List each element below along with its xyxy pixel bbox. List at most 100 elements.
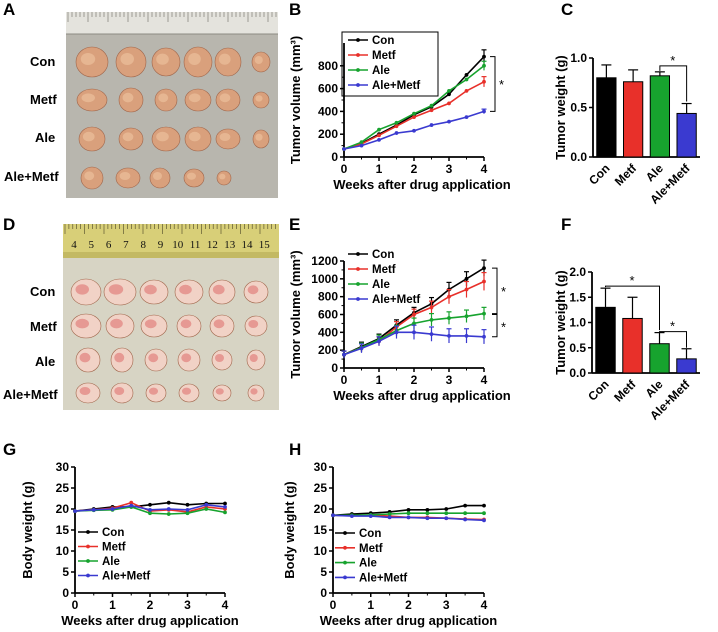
data-point-ale — [482, 63, 486, 68]
y-tick-label: 15 — [56, 523, 70, 537]
legend-marker-ale — [86, 559, 90, 563]
y-tick-label: 1.0 — [570, 51, 587, 65]
data-point-aleMetf — [406, 515, 411, 520]
legend-marker-con — [86, 530, 90, 534]
data-point-aleMetf — [412, 128, 416, 133]
panel-label-d: D — [3, 215, 15, 234]
x-tick-label: 1 — [376, 162, 383, 176]
tumor-highlight — [122, 132, 134, 142]
data-point-con — [425, 507, 430, 512]
tumor-highlight — [114, 352, 125, 363]
data-point-ale — [394, 120, 399, 125]
legend-marker-con — [343, 531, 347, 535]
data-point-ale — [464, 314, 469, 319]
tumor-highlight — [219, 133, 231, 141]
photo-d-row-label-metf: Metf — [30, 319, 57, 334]
tumor-highlight — [80, 53, 96, 65]
significance-star: * — [501, 284, 506, 299]
panel-label-a: A — [3, 0, 15, 19]
ruler-number: 11 — [190, 239, 201, 251]
y-axis-title: Body weight (g) — [282, 481, 297, 579]
data-point-metf — [447, 294, 451, 299]
data-point-aleMetf — [463, 517, 468, 522]
x-tick-label: 3 — [446, 162, 453, 176]
tumor-highlight — [149, 387, 158, 395]
legend-label-con: Con — [102, 527, 124, 539]
tumor-highlight — [248, 320, 259, 328]
data-point-con — [464, 276, 469, 281]
legend-label-aleMetf: Ale+Metf — [359, 572, 407, 584]
legend-marker-ale — [356, 282, 360, 286]
data-point-aleMetf — [166, 507, 171, 511]
y-tick-label: 200 — [318, 343, 338, 357]
bar-metf — [622, 81, 644, 158]
panel-label-b: B — [289, 0, 301, 19]
tumor-highlight — [182, 387, 191, 395]
y-tick-label: 1200 — [311, 254, 338, 268]
data-point-con — [464, 73, 469, 77]
tumor-highlight — [255, 133, 263, 141]
x-tick-label: 2 — [147, 598, 154, 612]
y-tick-label: 0 — [320, 586, 327, 600]
tumor-highlight — [82, 131, 95, 142]
tumor-highlight — [249, 354, 258, 362]
legend-label-metf: Metf — [372, 50, 396, 62]
data-point-aleMetf — [110, 507, 115, 511]
significance-bracket — [659, 65, 688, 102]
legend-marker-con — [356, 38, 360, 42]
tumor-highlight — [156, 53, 169, 65]
data-point-aleMetf — [331, 513, 335, 518]
ruler-number: 4 — [71, 239, 77, 251]
data-point-con — [444, 507, 449, 511]
bar-con — [596, 77, 617, 158]
data-point-aleMetf — [394, 131, 399, 135]
legend-label-ale: Ale — [372, 279, 390, 291]
data-point-ale — [166, 512, 171, 516]
data-point-ale — [429, 103, 434, 108]
data-point-metf — [412, 115, 416, 119]
tumor-highlight — [158, 93, 169, 103]
chart-h-body-weight: 0 1 2 3 4 0 5 10 15 20 25 30 Weeks after drug applic… — [282, 460, 497, 628]
y-tick-label: 15 — [314, 523, 328, 537]
ruler-number: 15 — [259, 239, 271, 251]
tumor-highlight — [84, 171, 95, 181]
x-tick-label: 4 — [481, 598, 488, 612]
data-point-ale — [204, 507, 209, 511]
significance-bracket — [490, 56, 496, 112]
data-point-ale — [148, 511, 152, 516]
tumor-highlight — [114, 387, 125, 395]
significance-bracket — [605, 285, 660, 331]
data-point-aleMetf — [482, 518, 486, 523]
photo-d-row-label-ale-metf: Ale+Metf — [3, 387, 58, 402]
data-point-ale — [464, 77, 469, 82]
tumor-highlight — [144, 319, 157, 329]
chart-b-tumor-volume: 0 1 2 3 4 0 200 400 600 800 Weeks after drug appli… — [288, 31, 511, 192]
tumor-highlight — [108, 284, 124, 295]
data-point-aleMetf — [444, 516, 449, 521]
photo-a-row-label-metf: Metf — [30, 92, 57, 107]
legend-label-ale: Ale — [359, 558, 377, 570]
y-tick-label: 0.0 — [569, 366, 586, 380]
data-point-aleMetf — [447, 119, 451, 124]
tumor-highlight — [219, 173, 226, 180]
y-axis-title: Body weight (g) — [20, 481, 35, 579]
ruler-number: 14 — [242, 239, 254, 251]
data-point-aleMetf — [412, 330, 416, 335]
data-point-con — [148, 502, 152, 507]
legend-label-aleMetf: Ale+Metf — [102, 571, 150, 583]
data-point-aleMetf — [204, 502, 209, 507]
x-category-label: Metf — [612, 161, 640, 189]
x-axis-title: Weeks after drug application — [333, 388, 511, 403]
x-tick-label: 1 — [376, 373, 383, 387]
panel-label-g: G — [3, 440, 16, 459]
data-point-metf — [377, 133, 381, 138]
legend-marker-aleMetf — [356, 297, 360, 301]
tumor-photo-a — [66, 12, 278, 198]
data-point-ale — [359, 140, 364, 145]
significance-star: * — [670, 319, 675, 334]
x-tick-label: 0 — [341, 162, 348, 176]
x-tick-label: 1 — [109, 598, 116, 612]
data-point-ale — [406, 511, 411, 516]
y-axis-title: Tumor weight (g) — [553, 55, 568, 159]
